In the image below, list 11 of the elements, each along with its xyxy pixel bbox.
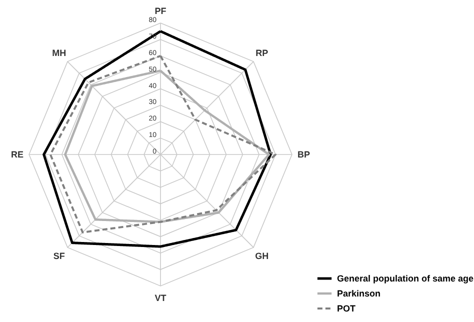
legend-label: General population of same age (337, 274, 474, 284)
spoke-label: GH (255, 250, 269, 261)
spoke-label: RE (10, 150, 24, 160)
spoke-label: VT (154, 292, 167, 303)
spoke-label: RP (256, 48, 268, 58)
spoke-label: MH (52, 48, 66, 58)
legend-label: POT (337, 304, 356, 314)
spoke-label: BP (298, 150, 310, 160)
spoke-label: SF (53, 250, 66, 261)
spoke-label: PF (154, 6, 167, 16)
legend-label: Parkinson (337, 288, 381, 298)
